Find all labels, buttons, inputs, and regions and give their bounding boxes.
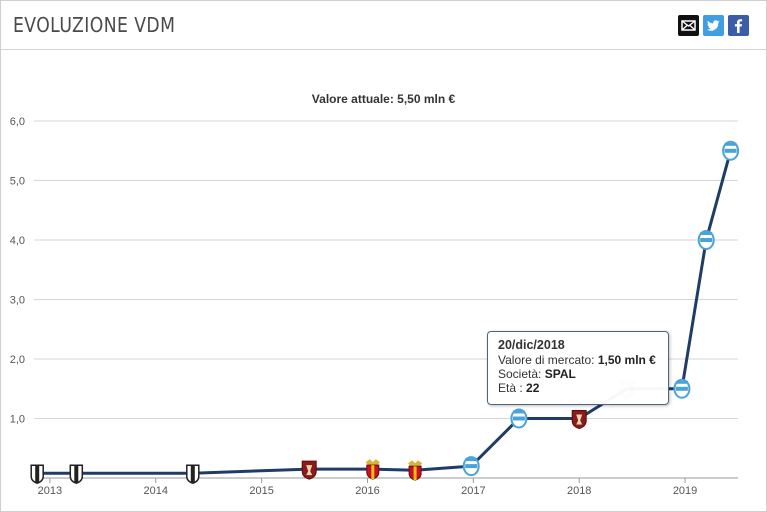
data-point-marker xyxy=(365,459,380,480)
tooltip-date: 20/dic/2018 xyxy=(498,338,565,352)
data-point-marker xyxy=(722,140,740,161)
y-tick-label: 6,0 xyxy=(10,116,25,128)
data-point-marker xyxy=(30,464,44,484)
y-tick-label: 4,0 xyxy=(10,235,25,247)
y-tick-label: 1,0 xyxy=(10,414,25,426)
chart-title: Valore attuale: 5,50 mln € xyxy=(311,92,456,106)
panel-header: EVOLUZIONE VDM xyxy=(1,1,766,50)
data-point-marker xyxy=(69,464,84,484)
facebook-icon[interactable] xyxy=(728,15,749,36)
twitter-icon[interactable] xyxy=(703,15,724,36)
tooltip-market-row: Valore di mercato: 1,50 mln € xyxy=(498,353,668,367)
tooltip-age-row: Età : 22 xyxy=(498,381,668,395)
tooltip-age-value: 22 xyxy=(526,381,540,395)
tooltip-club-row: Società: SPAL xyxy=(498,367,668,381)
tooltip-club-label: Società: xyxy=(498,367,545,381)
x-tick-label: 2017 xyxy=(461,485,485,497)
y-tick-label: 3,0 xyxy=(10,295,25,307)
data-point-marker xyxy=(408,460,423,481)
y-tick-label: 2,0 xyxy=(10,354,25,366)
x-tick-label: 2018 xyxy=(567,485,591,497)
x-tick-label: 2014 xyxy=(144,485,168,497)
x-tick-label: 2015 xyxy=(249,485,273,497)
tooltip: 20/dic/2018 Valore di mercato: 1,50 mln … xyxy=(487,331,669,405)
y-tick-label: 5,0 xyxy=(10,176,25,188)
tooltip-market-value: 1,50 mln € xyxy=(597,353,656,367)
tooltip-age-label: Età : xyxy=(498,381,527,395)
panel-title: EVOLUZIONE VDM xyxy=(13,13,176,37)
x-tick-label: 2019 xyxy=(673,485,697,497)
data-point-marker xyxy=(462,456,480,477)
data-point-marker xyxy=(301,460,317,480)
series-line xyxy=(37,150,733,475)
x-tick-label: 2016 xyxy=(355,485,379,497)
data-point-marker xyxy=(673,378,691,399)
data-point-marker xyxy=(186,464,200,484)
tooltip-club-value: SPAL xyxy=(544,367,576,381)
mail-icon[interactable] xyxy=(678,15,699,36)
data-point-marker xyxy=(571,410,587,430)
tooltip-market-label: Valore di mercato: xyxy=(498,353,598,367)
x-tick-label: 2013 xyxy=(38,485,62,497)
data-point-marker xyxy=(510,408,528,429)
data-point-marker xyxy=(697,230,715,250)
